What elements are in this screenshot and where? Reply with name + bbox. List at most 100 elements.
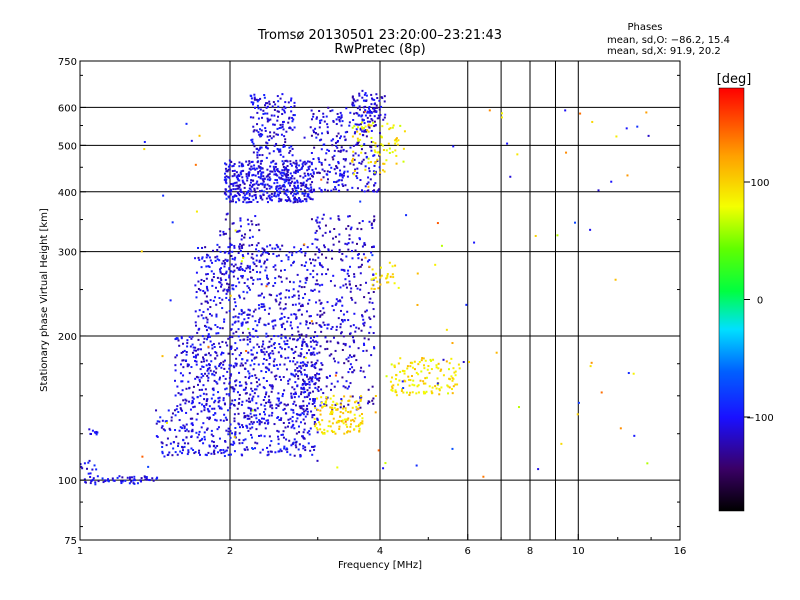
data-point: [265, 332, 268, 335]
data-point: [258, 383, 261, 386]
data-point: [361, 126, 364, 129]
data-point: [187, 449, 190, 452]
data-point: [284, 296, 287, 299]
data-point: [293, 105, 296, 108]
data-point: [356, 408, 359, 411]
data-point: [351, 366, 354, 369]
data-point: [240, 234, 243, 237]
data-point: [281, 125, 284, 128]
data-point: [208, 418, 211, 421]
data-point: [301, 412, 304, 415]
data-point: [357, 401, 360, 404]
data-point: [182, 399, 185, 402]
data-point: [294, 162, 297, 165]
data-point: [295, 317, 298, 320]
data-point: [314, 253, 317, 256]
data-point: [315, 343, 318, 346]
data-point: [260, 172, 263, 175]
data-point: [222, 419, 225, 422]
data-point: [316, 221, 319, 224]
data-point: [252, 257, 255, 260]
data-point: [248, 417, 251, 420]
data-point: [289, 200, 292, 203]
data-point: [361, 133, 364, 136]
data-point: [270, 186, 273, 189]
data-point: [246, 414, 249, 417]
data-point: [242, 439, 245, 442]
data-point: [284, 357, 287, 360]
data-point: [286, 188, 289, 191]
data-point: [323, 246, 326, 249]
data-point: [248, 198, 251, 201]
data-point: [313, 399, 316, 402]
data-point: [232, 308, 235, 311]
data-point: [249, 288, 252, 291]
data-point: [247, 171, 250, 174]
data-point: [266, 201, 269, 204]
data-point: [317, 157, 320, 160]
data-point: [326, 132, 329, 135]
data-point: [244, 233, 247, 236]
data-point: [312, 347, 315, 350]
data-point: [318, 172, 321, 175]
data-point: [229, 403, 232, 406]
data-point: [273, 114, 276, 117]
data-point: [307, 194, 310, 197]
data-point: [252, 368, 255, 371]
data-point: [177, 442, 180, 445]
data-point: [332, 357, 335, 360]
data-point: [185, 353, 188, 356]
data-point: [211, 344, 214, 347]
data-point: [177, 445, 180, 448]
data-point: [148, 478, 151, 481]
data-point: [597, 189, 600, 192]
data-point: [261, 154, 264, 157]
data-point: [293, 192, 296, 195]
data-point: [343, 172, 346, 175]
data-point: [365, 130, 368, 133]
data-point: [329, 425, 332, 428]
data-point: [364, 114, 367, 117]
data-point: [353, 312, 356, 315]
data-point: [245, 175, 248, 178]
data-point: [327, 425, 330, 428]
data-point: [313, 288, 316, 291]
data-point: [260, 292, 263, 295]
data-point: [245, 192, 248, 195]
data-point: [317, 390, 320, 393]
data-point: [330, 327, 333, 330]
data-point: [176, 453, 179, 456]
data-point: [285, 175, 288, 178]
data-point: [355, 326, 358, 329]
data-point: [319, 404, 322, 407]
data-point: [232, 275, 235, 278]
data-point: [290, 408, 293, 411]
data-point: [302, 380, 305, 383]
data-point: [250, 349, 253, 352]
data-point: [251, 335, 254, 338]
data-point: [89, 432, 92, 435]
data-point: [272, 252, 275, 255]
data-point: [341, 420, 344, 423]
data-point: [255, 376, 258, 379]
data-point: [320, 148, 323, 151]
data-point: [212, 276, 215, 279]
data-point: [274, 324, 277, 327]
data-point: [378, 108, 381, 111]
data-point: [311, 380, 314, 383]
data-point: [349, 430, 352, 433]
data-point: [257, 183, 260, 186]
data-point: [246, 179, 249, 182]
data-point: [325, 404, 328, 407]
data-point: [265, 106, 268, 109]
data-point: [248, 397, 251, 400]
data-point: [244, 388, 247, 391]
data-point: [213, 379, 216, 382]
data-point: [266, 422, 269, 425]
data-point: [263, 410, 266, 413]
data-point: [236, 187, 239, 190]
data-point: [250, 97, 253, 100]
data-point: [253, 189, 256, 192]
data-point: [315, 136, 318, 139]
data-point: [87, 472, 90, 475]
